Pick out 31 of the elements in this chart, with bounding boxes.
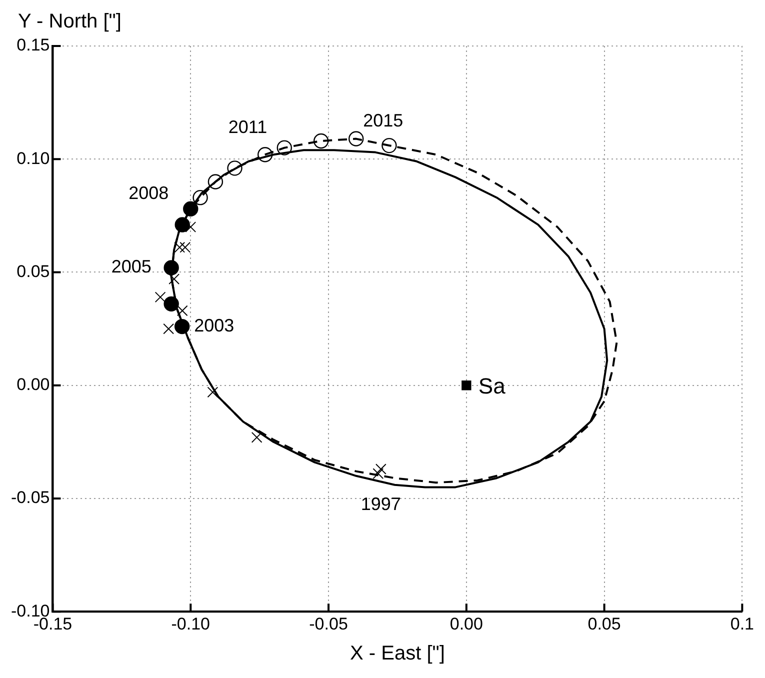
series-label: Sa	[478, 373, 506, 398]
y-axis-title: Y - North ["]	[18, 10, 122, 33]
annotation: 2011	[228, 117, 268, 138]
point	[154, 292, 166, 303]
annotation: 2008	[128, 182, 169, 203]
annotation: 2005	[111, 256, 152, 277]
y-tick-label: -0.05	[11, 488, 50, 508]
annotation: 2015	[363, 110, 404, 131]
point	[168, 274, 180, 284]
point	[185, 222, 196, 232]
x-axis-title: X - East ["]	[350, 642, 445, 665]
x-tick-label: 0.00	[450, 614, 483, 634]
point	[372, 468, 384, 480]
point	[375, 464, 386, 475]
point	[251, 432, 262, 443]
y-tick-label: 0.05	[16, 262, 50, 281]
y-tick-label: 0.10	[16, 148, 50, 168]
y-tick-label: 0.00	[16, 375, 50, 394]
point	[163, 323, 174, 334]
y-tick-label: 0.15	[16, 36, 50, 55]
point	[180, 242, 191, 253]
point	[462, 380, 472, 390]
point	[176, 305, 188, 316]
x-tick-label: -0.05	[309, 614, 348, 634]
point	[207, 386, 218, 398]
x-tick-label: 0.05	[588, 614, 621, 634]
annotation: 1997	[360, 494, 401, 514]
x-tick-label: 0.1	[730, 614, 754, 634]
x-tick-label: -0.10	[171, 614, 210, 634]
annotation: 2003	[194, 316, 234, 336]
point	[174, 242, 186, 253]
